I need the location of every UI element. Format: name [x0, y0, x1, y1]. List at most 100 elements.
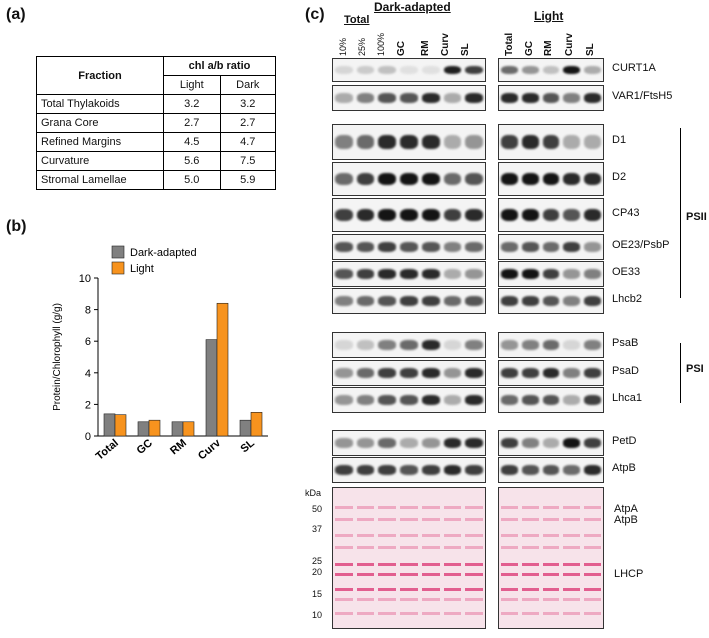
blot-dark-3 [332, 162, 486, 196]
stain-band [521, 563, 539, 566]
x-tick-label: RM [168, 437, 189, 457]
blot-light-7 [498, 288, 604, 314]
row-fraction: Curvature [36, 151, 164, 171]
blot-dark-11 [332, 430, 486, 456]
blot-band [335, 172, 353, 186]
blot-light-6 [498, 261, 604, 287]
blot-band [335, 242, 353, 252]
row-fraction: Stromal Lamellae [36, 170, 164, 190]
blot-band [465, 296, 483, 306]
protein-label: OE33 [612, 266, 641, 278]
stain-band [584, 546, 601, 549]
stain-band [356, 546, 375, 549]
protein-label: Lhcb2 [612, 293, 642, 305]
bar-darkadapted-gc [137, 421, 150, 437]
stain-band [443, 546, 462, 549]
blot-dark-1 [332, 85, 486, 111]
y-axis-label: Protein/Chlorophyll (g/g) [52, 303, 63, 411]
bar-light-gc [148, 419, 161, 437]
blot-light-2 [498, 124, 604, 160]
kda-marker: 20 [311, 567, 322, 577]
blot-band [356, 296, 375, 306]
blot-band [501, 135, 518, 149]
stain-band [542, 546, 560, 549]
bar-light-sl [250, 412, 263, 437]
blot-band [400, 208, 418, 222]
light-header: Light [534, 9, 564, 23]
blot-band [421, 135, 440, 149]
blot-band [501, 395, 518, 405]
blot-band [542, 340, 560, 350]
blot-band [465, 93, 483, 103]
stain-band [521, 612, 539, 615]
protein-label: D1 [612, 134, 627, 146]
row-dark: 2.7 [219, 113, 277, 133]
blot-dark-6 [332, 261, 486, 287]
blot-band [421, 465, 440, 475]
row-light: 4.5 [163, 132, 221, 152]
blot-light-9 [498, 360, 604, 386]
stain-band [335, 534, 353, 537]
blot-band [335, 93, 353, 103]
protein-label: VAR1/FtsH5 [612, 90, 673, 102]
stain-band [563, 506, 581, 509]
blot-band [421, 172, 440, 186]
blot-band [443, 65, 462, 75]
header-light: Light [163, 75, 221, 95]
stain-band [335, 588, 353, 591]
blot-band [335, 296, 353, 306]
blot-band [501, 172, 518, 186]
stain-band [521, 588, 539, 591]
row-fraction: Refined Margins [36, 132, 164, 152]
blot-band [501, 296, 518, 306]
blot-light-8 [498, 332, 604, 358]
protein-label: PsaD [612, 365, 639, 377]
lane-label-light: Total [504, 32, 515, 56]
legend-label: Dark-adapted [130, 247, 197, 259]
blot-band [563, 65, 581, 75]
table-row: Curvature 5.6 7.5 [36, 151, 277, 171]
blot-band [356, 465, 375, 475]
blot-band [421, 65, 440, 75]
kda-marker: 10 [311, 610, 322, 620]
legend-swatch [111, 245, 125, 259]
header-fraction: Fraction [36, 56, 164, 95]
stain-band [421, 573, 440, 576]
blot-dark-8 [332, 332, 486, 358]
stain-band [443, 534, 462, 537]
blot-band [521, 208, 539, 222]
stain-band [400, 612, 418, 615]
blot-band [584, 438, 601, 448]
blot-band [521, 340, 539, 350]
blot-band [542, 65, 560, 75]
stain-band [521, 598, 539, 601]
blot-band [521, 368, 539, 378]
blot-band [356, 395, 375, 405]
blot-band [378, 172, 397, 186]
blot-band [335, 208, 353, 222]
protein-chl-bar-chart: 0 2 4 6 8 10 Protein/Chlorophyll (g/g) Total GC R… [52, 245, 268, 463]
stain-band [335, 546, 353, 549]
stain-band [465, 563, 483, 566]
blot-band [356, 65, 375, 75]
blot-band [584, 340, 601, 350]
protein-label: PetD [612, 435, 637, 447]
blot-band [542, 395, 560, 405]
stain-band [378, 546, 397, 549]
blot-band [400, 93, 418, 103]
x-tick-label: Total [94, 437, 121, 463]
blot-band [521, 395, 539, 405]
stain-band [584, 518, 601, 521]
stain-band [501, 506, 518, 509]
blot-band [584, 93, 601, 103]
protein-label: OE23/PsbP [612, 239, 670, 251]
kda-label: kDa [305, 488, 322, 498]
stain-band [563, 588, 581, 591]
blot-band [521, 465, 539, 475]
blot-band [421, 242, 440, 252]
stain-band [521, 573, 539, 576]
blot-band [501, 340, 518, 350]
blot-band [421, 395, 440, 405]
blot-band [465, 172, 483, 186]
blot-band [335, 465, 353, 475]
